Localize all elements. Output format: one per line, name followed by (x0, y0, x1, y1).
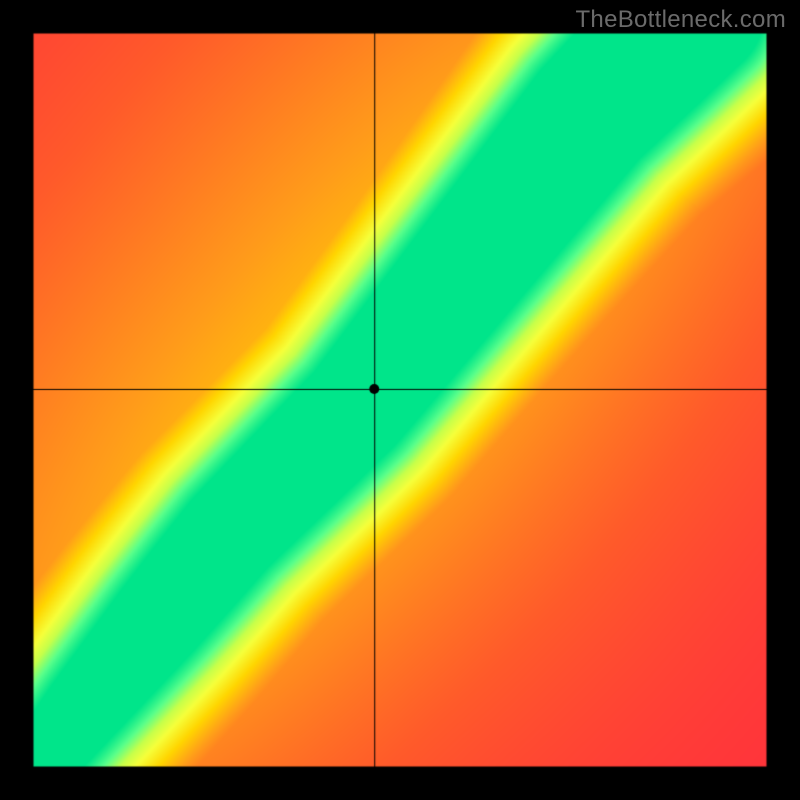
heatmap-canvas (0, 0, 800, 800)
chart-container: TheBottleneck.com (0, 0, 800, 800)
watermark-text: TheBottleneck.com (575, 6, 786, 34)
